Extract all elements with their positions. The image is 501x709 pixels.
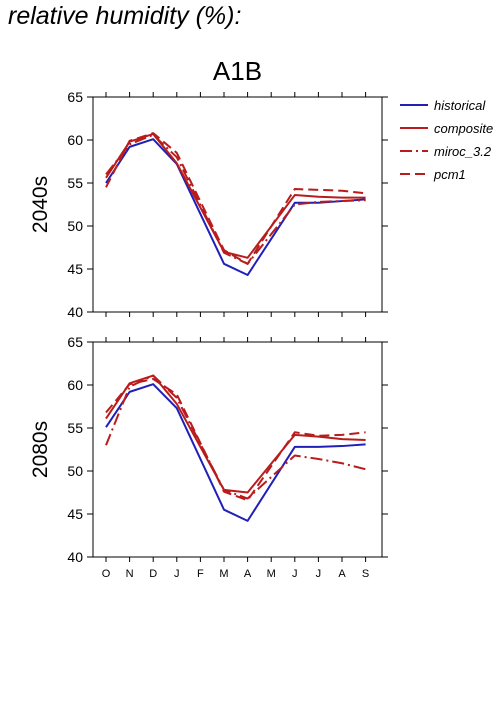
x-tick-label: D: [149, 568, 157, 580]
series-line-historical: [105, 383, 366, 522]
x-tick-label: O: [102, 568, 111, 580]
x-tick-label: A: [338, 568, 346, 580]
series-line-composite: [105, 132, 366, 259]
y-tick-label: 55: [67, 175, 83, 191]
y-tick-label: 65: [67, 334, 83, 350]
x-tick-label: J: [174, 568, 180, 580]
y-tick-label: 60: [67, 377, 83, 393]
y-tick-label: 45: [67, 261, 83, 277]
y-tick-label: 40: [67, 549, 83, 565]
legend-label: pcm1: [433, 167, 466, 182]
panel-frame: [92, 341, 383, 558]
x-tick-label: M: [267, 568, 276, 580]
y-axis-label: 2080s: [29, 421, 52, 478]
series-line-pcm1: [105, 377, 366, 502]
chart-title: A1B: [213, 56, 262, 86]
panel-frame: [92, 96, 383, 313]
x-tick-label: J: [292, 568, 298, 580]
x-tick-label: J: [316, 568, 322, 580]
y-tick-label: 55: [67, 420, 83, 436]
series-line-composite: [105, 374, 366, 494]
series-line-pcm1: [105, 132, 366, 265]
x-tick-label: A: [244, 568, 252, 580]
x-tick-label: N: [126, 568, 134, 580]
y-tick-label: 60: [67, 132, 83, 148]
y-tick-label: 50: [67, 218, 83, 234]
legend-label: miroc_3.2: [434, 144, 492, 159]
legend-label: composite: [434, 121, 493, 136]
y-tick-label: 65: [67, 89, 83, 105]
y-axis-label: 2040s: [29, 176, 52, 233]
legend-label: historical: [434, 98, 486, 113]
y-tick-label: 50: [67, 463, 83, 479]
header-text: relative humidity (%):: [8, 2, 242, 30]
y-tick-label: 40: [67, 304, 83, 320]
x-tick-label: F: [197, 568, 204, 580]
series-line-miroc-3-2: [105, 133, 366, 265]
x-tick-label: S: [362, 568, 369, 580]
y-tick-label: 45: [67, 506, 83, 522]
x-tick-label: M: [219, 568, 228, 580]
